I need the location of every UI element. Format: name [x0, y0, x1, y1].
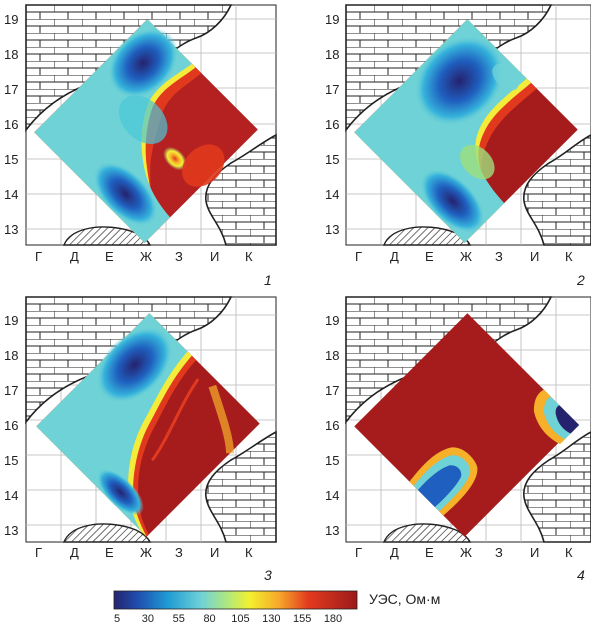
colorbar-tick-label: 5	[114, 613, 120, 625]
column-label: Д	[70, 545, 79, 560]
row-label: 15	[325, 453, 339, 468]
row-label: 14	[4, 488, 18, 503]
hatched-area	[382, 523, 472, 543]
row-label: 13	[4, 523, 18, 538]
column-label: З	[175, 545, 183, 560]
row-label: 17	[325, 383, 339, 398]
panel-4	[345, 296, 591, 543]
row-label: 17	[4, 383, 18, 398]
row-label: 19	[325, 313, 339, 328]
coastline-bottom-right	[205, 133, 277, 246]
column-label: И	[530, 545, 539, 560]
resistivity-map-1	[34, 19, 258, 243]
colorbar-gradient	[113, 590, 358, 610]
colorbar-ticks: 5 30 55 80 105 130 155 180	[114, 613, 342, 625]
column-label: Е	[425, 545, 434, 560]
row-label: 17	[325, 82, 339, 97]
panel-number: 4	[577, 567, 585, 583]
column-label: Ж	[140, 545, 152, 560]
panel-3	[25, 296, 277, 543]
column-label: К	[565, 545, 573, 560]
column-label: Г	[35, 545, 42, 560]
row-label: 13	[325, 222, 339, 237]
row-label: 16	[325, 418, 339, 433]
column-label: Г	[35, 249, 42, 264]
row-label: 18	[325, 47, 339, 62]
row-label: 19	[4, 12, 18, 27]
column-label: К	[565, 249, 573, 264]
row-label: 19	[325, 12, 339, 27]
column-label: З	[495, 249, 503, 264]
row-label: 15	[4, 152, 18, 167]
colorbar-tick-label: 155	[293, 613, 311, 625]
row-label: 14	[4, 187, 18, 202]
row-label: 19	[4, 313, 18, 328]
column-label: З	[495, 545, 503, 560]
column-label: Ж	[460, 249, 472, 264]
colorbar-tick-label: 80	[203, 613, 215, 625]
column-label: Ж	[460, 545, 472, 560]
resistivity-map-3	[36, 313, 260, 537]
hatched-area	[62, 523, 152, 543]
panel-number: 3	[264, 567, 272, 583]
column-label: Е	[105, 249, 114, 264]
column-label: Г	[355, 545, 362, 560]
panel-2	[345, 4, 591, 246]
resistivity-map-2	[354, 19, 578, 243]
column-label: Ж	[140, 249, 152, 264]
colorbar-tick-label: 55	[173, 613, 185, 625]
row-label: 16	[4, 117, 18, 132]
row-label: 15	[325, 152, 339, 167]
panel-number: 2	[576, 272, 585, 288]
column-label: Е	[425, 249, 434, 264]
column-label: К	[245, 545, 253, 560]
colorbar-tick-label: 180	[324, 613, 342, 625]
coastline-bottom-right	[523, 134, 591, 246]
column-label: Г	[355, 249, 362, 264]
column-label: И	[530, 249, 539, 264]
row-label: 16	[4, 418, 18, 433]
row-label: 14	[325, 488, 339, 503]
resistivity-map-4	[354, 313, 580, 537]
colorbar-tick-label: 105	[231, 613, 249, 625]
column-label: З	[175, 249, 183, 264]
column-label: И	[210, 249, 219, 264]
row-label: 17	[4, 82, 18, 97]
column-label: Е	[105, 545, 114, 560]
row-label: 14	[325, 187, 339, 202]
row-label: 13	[325, 523, 339, 538]
colorbar: 5 30 55 80 105 130 155 180 УЭС, Ом·м	[113, 590, 440, 625]
colorbar-title: УЭС, Ом·м	[369, 591, 440, 607]
coastline-bottom-right	[523, 431, 591, 543]
colorbar-tick-label: 130	[262, 613, 280, 625]
row-label: 18	[4, 47, 18, 62]
panel-1	[25, 4, 277, 246]
row-label: 18	[4, 348, 18, 363]
row-label: 16	[325, 117, 339, 132]
row-label: 15	[4, 453, 18, 468]
column-label: К	[245, 249, 253, 264]
column-label: Д	[390, 249, 399, 264]
row-label: 18	[325, 348, 339, 363]
row-label: 13	[4, 222, 18, 237]
panel-number: 1	[264, 272, 272, 288]
column-label: И	[210, 545, 219, 560]
coastline-bottom-right	[205, 430, 277, 543]
column-label: Д	[390, 545, 399, 560]
colorbar-tick-label: 30	[142, 613, 154, 625]
column-label: Д	[70, 249, 79, 264]
